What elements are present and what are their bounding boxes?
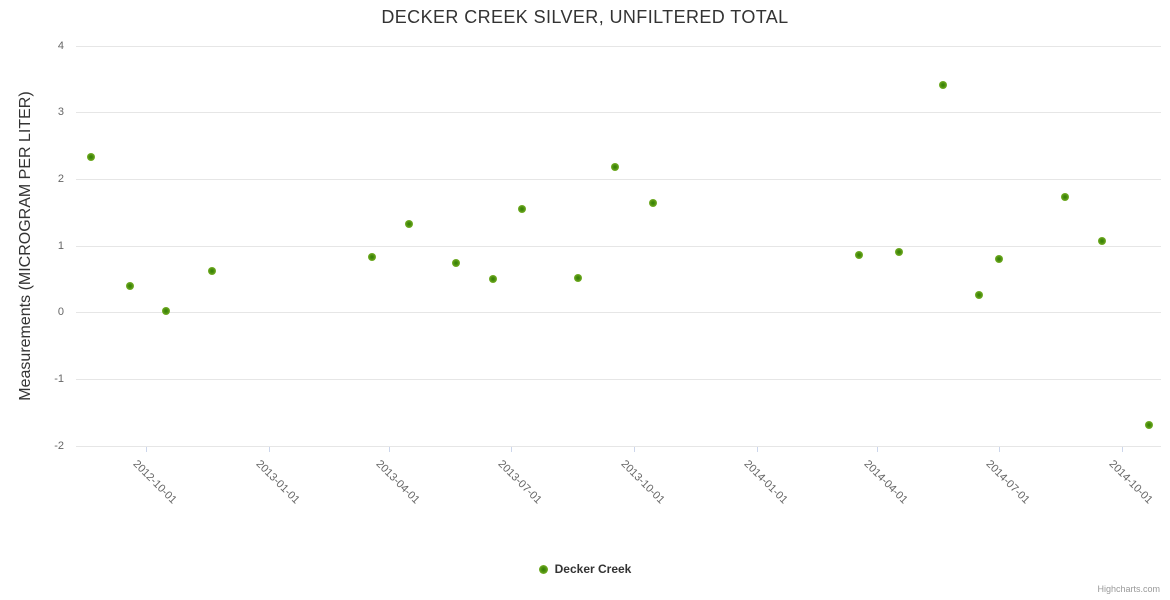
x-axis-tick bbox=[633, 447, 635, 452]
y-axis-tick-label: 1 bbox=[57, 239, 64, 252]
data-point[interactable] bbox=[1098, 236, 1107, 245]
data-point[interactable] bbox=[489, 274, 498, 283]
data-point[interactable] bbox=[451, 259, 460, 268]
x-axis-tick bbox=[510, 447, 512, 452]
data-point[interactable] bbox=[1144, 420, 1153, 429]
x-axis-tick bbox=[268, 447, 270, 452]
y-axis-tick-label: 2 bbox=[57, 172, 64, 185]
x-axis-tick bbox=[145, 447, 147, 452]
chart-title: DECKER CREEK SILVER, UNFILTERED TOTAL bbox=[381, 7, 789, 27]
y-axis-tick-label: 4 bbox=[57, 39, 64, 52]
x-axis-tick-label: 2013-10-01 bbox=[618, 458, 667, 507]
data-point[interactable] bbox=[611, 163, 620, 172]
y-gridline bbox=[76, 45, 1161, 47]
x-axis-tick bbox=[999, 447, 1001, 452]
x-axis-tick-label: 2013-07-01 bbox=[495, 458, 544, 507]
series-marker-icon bbox=[538, 564, 548, 574]
data-point[interactable] bbox=[648, 198, 657, 207]
x-axis-tick-label: 2014-01-01 bbox=[741, 458, 790, 507]
data-point[interactable] bbox=[938, 80, 947, 89]
data-point[interactable] bbox=[405, 220, 414, 228]
data-point[interactable] bbox=[517, 204, 526, 213]
data-point[interactable] bbox=[894, 248, 903, 256]
y-axis-tick-label: 3 bbox=[57, 106, 64, 119]
data-point[interactable] bbox=[367, 252, 376, 261]
y-gridline bbox=[76, 112, 1161, 114]
data-point[interactable] bbox=[854, 251, 863, 260]
data-point[interactable] bbox=[86, 152, 95, 161]
y-gridline bbox=[76, 178, 1161, 180]
x-axis-tick-label: 2013-04-01 bbox=[373, 458, 422, 507]
data-point[interactable] bbox=[995, 254, 1004, 263]
x-axis-tick bbox=[389, 447, 391, 452]
data-point[interactable] bbox=[573, 274, 582, 282]
data-point[interactable] bbox=[975, 290, 984, 299]
y-axis-tick-label: -1 bbox=[54, 372, 64, 385]
x-axis-tick-label: 2014-04-01 bbox=[861, 458, 911, 507]
data-point[interactable] bbox=[1060, 192, 1069, 201]
x-axis-tick bbox=[756, 447, 758, 452]
y-gridline bbox=[76, 312, 1161, 314]
legend-label: Decker Creek bbox=[554, 562, 632, 576]
data-point[interactable] bbox=[125, 282, 134, 290]
x-axis-tick-label: 2014-07-01 bbox=[983, 458, 1032, 507]
x-axis-tick bbox=[877, 447, 879, 452]
legend-item-decker-creek[interactable]: Decker Creek bbox=[538, 562, 632, 576]
legend: Decker Creek bbox=[0, 562, 1170, 576]
y-gridline bbox=[76, 445, 1161, 447]
data-point[interactable] bbox=[208, 266, 217, 275]
x-axis-tick bbox=[1122, 447, 1124, 452]
x-axis-line bbox=[76, 446, 1161, 447]
x-axis-tick-label: 2012-10-01 bbox=[130, 458, 179, 507]
y-axis-title: Measurements (MICROGRAM PER LITER) bbox=[17, 91, 34, 401]
y-axis-tick-label: -2 bbox=[54, 439, 64, 452]
x-axis-tick-label: 2014-10-01 bbox=[1106, 458, 1155, 507]
y-gridline bbox=[76, 378, 1161, 380]
data-point[interactable] bbox=[161, 307, 170, 316]
y-axis-tick-label: 0 bbox=[57, 306, 64, 319]
highcharts-credits-link[interactable]: Highcharts.com bbox=[1097, 584, 1160, 594]
x-axis-tick-label: 2013-01-01 bbox=[253, 458, 302, 507]
y-gridline bbox=[76, 245, 1161, 247]
